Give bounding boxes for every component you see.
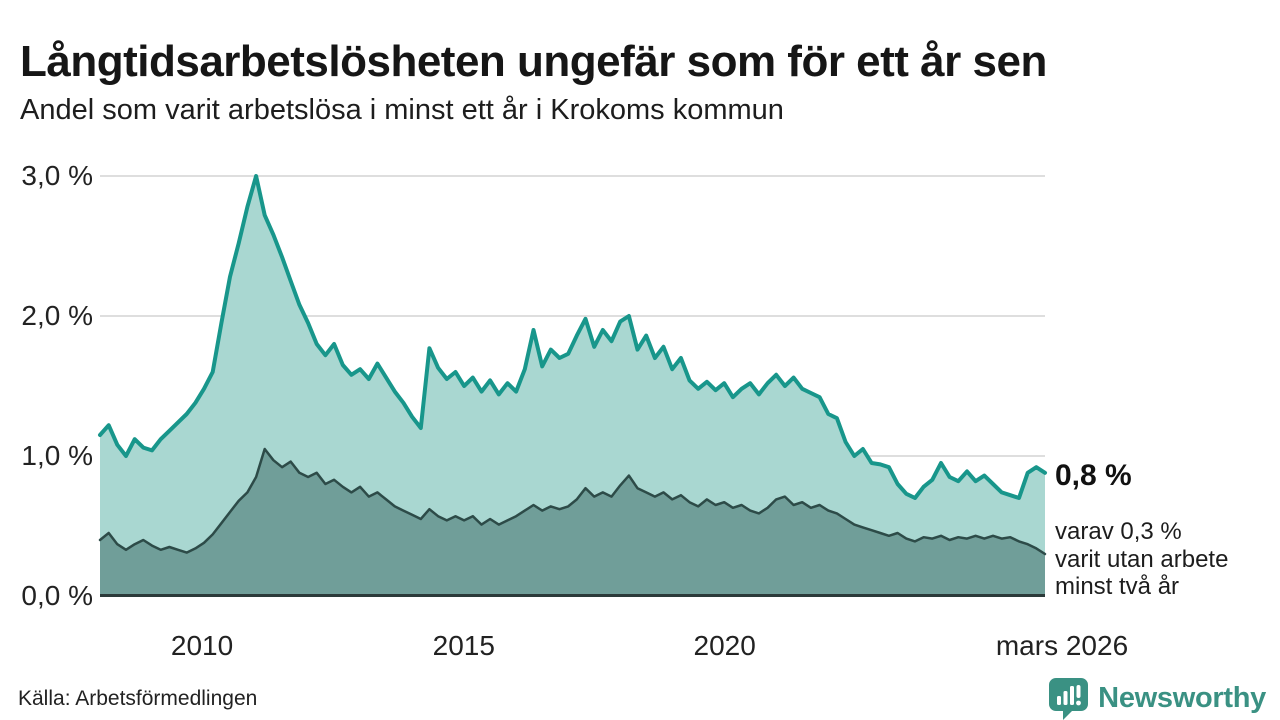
y-tick-label: 0,0 % — [21, 580, 93, 611]
x-tick-label: 2020 — [693, 630, 756, 661]
brand-name: Newsworthy — [1098, 681, 1266, 714]
x-tick-label: 2015 — [432, 630, 495, 661]
x-tick-label: mars 2026 — [995, 630, 1129, 661]
newsworthy-icon — [1049, 678, 1089, 720]
chart-subtitle: Andel som varit arbetslösa i minst ett å… — [20, 94, 784, 126]
subseries-annotation: varav 0,3 % varit utan arbete minst två … — [1055, 518, 1229, 600]
source-label: Källa: Arbetsförmedlingen — [18, 687, 258, 710]
x-tick-label: 2010 — [170, 630, 234, 661]
y-tick-label: 1,0 % — [21, 440, 93, 471]
area-chart — [98, 174, 1047, 597]
newsworthy-logo: Newsworthy — [1047, 676, 1266, 720]
y-tick-label: 3,0 % — [21, 160, 93, 191]
chart-title: Långtidsarbetslösheten ungefär som för e… — [20, 37, 1047, 87]
y-tick-label: 2,0 % — [21, 300, 93, 331]
plot-area — [98, 160, 1047, 597]
latest-value-label: 0,8 % — [1055, 459, 1132, 492]
